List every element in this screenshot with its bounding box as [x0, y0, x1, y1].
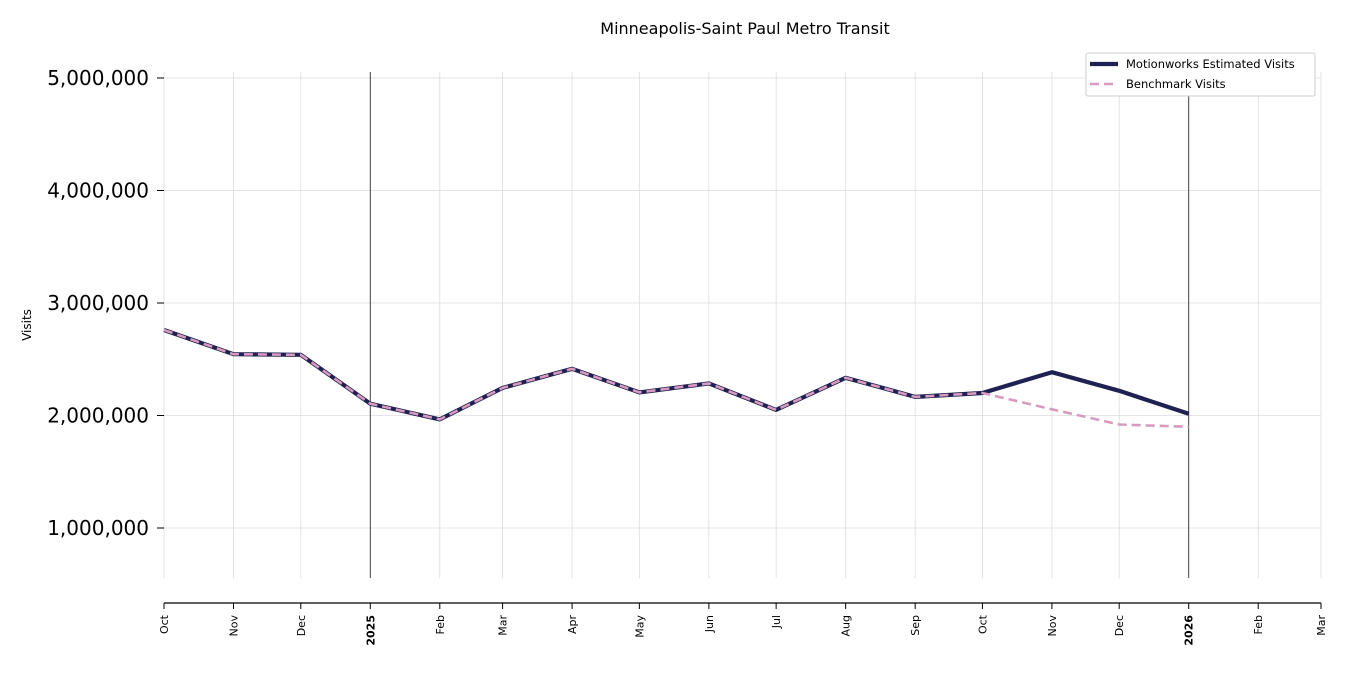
x-axis: Oct Nov Dec 2025 Feb Mar Apr May Jun Jul Aug Sep Oct… — [158, 602, 1328, 646]
year-marker-lines — [369, 72, 1190, 578]
legend-label: Motionworks Estimated Visits — [1126, 57, 1295, 71]
y-tick-label: 5,000,000 — [47, 66, 149, 90]
y-axis: 1,000,000 2,000,000 3,000,000 4,000,000 5,00… — [47, 66, 164, 540]
x-tick-label: Feb — [434, 615, 447, 634]
x-tick-label: Dec — [1113, 615, 1126, 636]
x-tick-label: 2025 — [364, 615, 377, 646]
x-tick-label: 2026 — [1183, 615, 1196, 646]
x-tick-label: Oct — [158, 614, 171, 634]
x-tick-label: Oct — [976, 614, 989, 634]
x-tick-label: Apr — [566, 615, 579, 635]
x-tick-label: Jul — [770, 615, 783, 629]
series-lines — [163, 328, 1190, 429]
y-tick-label: 4,000,000 — [47, 179, 149, 203]
series-line-estimated-visits — [163, 328, 1190, 422]
x-tick-label: Jun — [703, 615, 716, 633]
series-line-benchmark-visits — [163, 328, 1189, 429]
legend: Motionworks Estimated Visits Benchmark Vi… — [1085, 52, 1316, 97]
legend-label: Benchmark Visits — [1126, 77, 1226, 91]
y-tick-label: 1,000,000 — [47, 516, 149, 540]
x-tick-label: Sep — [909, 615, 922, 636]
gridlines — [163, 72, 1322, 578]
y-tick-label: 3,000,000 — [47, 291, 149, 315]
x-tick-label: Nov — [228, 615, 241, 637]
chart-title: Minneapolis-Saint Paul Metro Transit — [600, 19, 889, 38]
x-tick-label: Mar — [1315, 615, 1328, 636]
x-tick-label: Mar — [497, 615, 510, 636]
y-tick-label: 2,000,000 — [47, 404, 149, 428]
y-axis-label: Visits — [20, 309, 34, 341]
legend-box — [1085, 52, 1316, 97]
x-tick-label: Aug — [840, 615, 853, 636]
x-tick-label: Feb — [1252, 615, 1265, 634]
x-tick-label: Dec — [295, 615, 308, 636]
x-tick-label: May — [633, 615, 646, 638]
x-tick-label: Nov — [1046, 615, 1059, 637]
